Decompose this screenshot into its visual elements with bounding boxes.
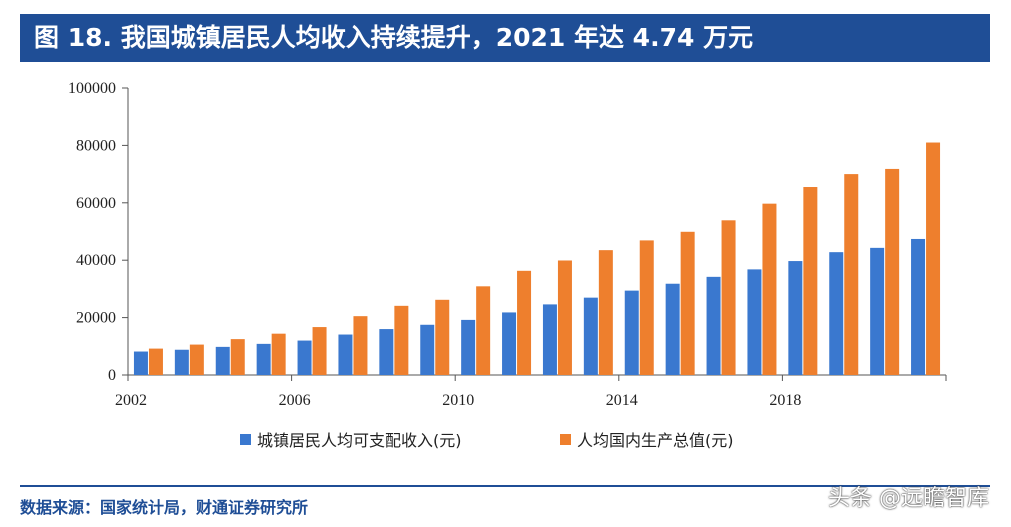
income-bar-2016: [706, 276, 721, 375]
chart-title-bar: 图 18. 我国城镇居民人均收入持续提升，2021 年达 4.74 万元: [20, 14, 990, 62]
x-tick-label: 2018: [769, 392, 801, 409]
gdp-per-capita-bar-2009: [435, 299, 450, 375]
legend-swatch: [560, 434, 571, 445]
income-bar-2002: [133, 351, 148, 375]
gdp-per-capita-bar-2018: [803, 187, 818, 375]
gdp-per-capita-bar-2012: [557, 260, 572, 375]
income-bar-2010: [461, 319, 476, 375]
gdp-per-capita-bar-2008: [394, 305, 409, 375]
income-bar-2014: [624, 290, 639, 375]
x-tick-label: 2002: [115, 392, 147, 409]
income-bar-2008: [379, 329, 394, 375]
income-bar-2015: [665, 283, 680, 375]
bar-chart: 0 20000 40000 60000 80000 100000 2002 2006 2010…: [68, 80, 947, 450]
y-tick-label: 0: [108, 367, 116, 384]
legend-label: 人均国内生产总值(元): [577, 431, 734, 450]
legend-swatch: [240, 434, 251, 445]
gdp-per-capita-bar-2010: [476, 286, 491, 375]
legend: 城镇居民人均可支配收入(元) 人均国内生产总值(元): [240, 431, 734, 450]
gdp-per-capita-bar-2021: [926, 142, 941, 375]
source-divider: [20, 485, 990, 487]
watermark: 头条 @远瞻智库: [828, 486, 989, 511]
income-bar-2012: [542, 304, 557, 375]
gdp-per-capita-bar-2013: [598, 250, 613, 375]
gdp-per-capita-bar-2015: [680, 231, 695, 375]
gdp-per-capita-bar-2007: [353, 316, 368, 375]
y-tick-label: 100000: [68, 80, 116, 97]
x-tick-label: 2010: [442, 392, 474, 409]
gdp-per-capita-bar-2016: [721, 220, 736, 375]
y-tick-label: 80000: [76, 137, 116, 154]
income-bar-2006: [297, 340, 312, 375]
income-bar-2005: [256, 343, 271, 375]
y-tick-label: 20000: [76, 310, 116, 327]
gdp-per-capita-bar-2020: [885, 168, 900, 375]
income-bar-2013: [583, 297, 598, 375]
gdp-per-capita-bar-2017: [762, 203, 777, 375]
bars: [133, 142, 941, 375]
gdp-per-capita-bar-2005: [271, 333, 286, 375]
income-bar-2007: [338, 334, 353, 375]
gdp-per-capita-bar-2004: [230, 339, 245, 375]
legend-label: 城镇居民人均可支配收入(元): [257, 431, 462, 450]
income-bar-2011: [502, 312, 517, 375]
y-tick-label: 60000: [76, 195, 116, 212]
y-tick-label: 40000: [76, 252, 116, 269]
income-bar-2018: [788, 261, 803, 375]
income-bar-2019: [829, 252, 844, 375]
income-bar-2021: [911, 238, 926, 375]
income-bar-2020: [870, 247, 885, 375]
data-source-note: 数据来源：国家统计局，财通证券研究所: [20, 498, 309, 517]
x-axis: 2002 2006 2010 2014 2018: [115, 374, 947, 409]
gdp-per-capita-bar-2011: [517, 270, 532, 375]
income-bar-2003: [174, 349, 189, 375]
income-bar-2004: [215, 346, 230, 375]
gdp-per-capita-bar-2006: [312, 327, 327, 375]
gdp-per-capita-bar-2002: [148, 348, 163, 375]
gdp-per-capita-bar-2019: [844, 174, 859, 375]
gdp-per-capita-bar-2014: [639, 240, 654, 375]
x-tick-label: 2006: [279, 392, 311, 409]
y-axis: 0 20000 40000 60000 80000 100000: [68, 80, 129, 384]
income-bar-2009: [420, 324, 435, 375]
x-tick-label: 2014: [606, 392, 638, 409]
income-bar-2017: [747, 269, 762, 375]
gdp-per-capita-bar-2003: [189, 344, 204, 375]
